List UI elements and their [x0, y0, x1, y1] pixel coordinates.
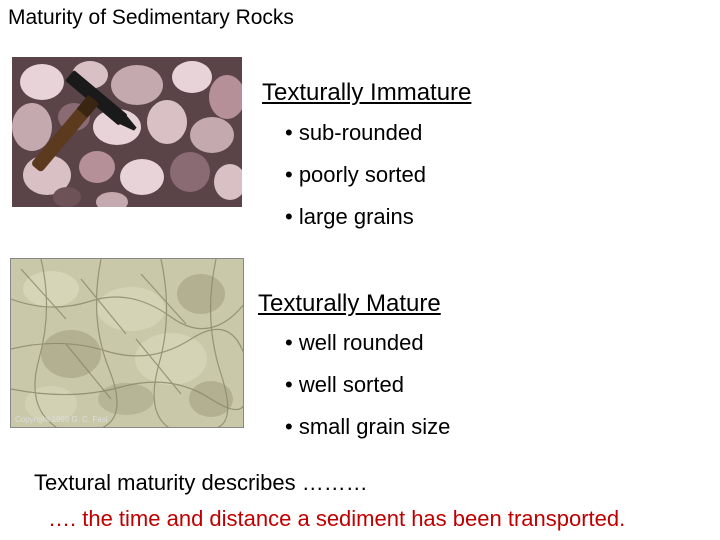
- bullet-small-grain-size: • small grain size: [285, 414, 450, 440]
- bullet-large-grains: • large grains: [285, 204, 426, 230]
- image-texturally-mature: Copyright 1999 G. C. Fasi: [10, 258, 244, 428]
- image-copyright: Copyright 1999 G. C. Fasi: [15, 415, 107, 424]
- conglomerate-illustration: [12, 57, 242, 207]
- bullet-poorly-sorted: • poorly sorted: [285, 162, 426, 188]
- image-texturally-immature: [12, 57, 242, 207]
- bullets-immature: • sub-rounded • poorly sorted • large gr…: [285, 120, 426, 246]
- heading-texturally-mature: Texturally Mature: [258, 290, 441, 318]
- footer-intro-text: Textural maturity describes ………: [34, 470, 368, 496]
- bullet-well-sorted: • well sorted: [285, 372, 450, 398]
- footer-answer-text: …. the time and distance a sediment has …: [48, 506, 625, 532]
- slide-title: Maturity of Sedimentary Rocks: [8, 6, 294, 30]
- bullet-sub-rounded: • sub-rounded: [285, 120, 426, 146]
- mature-rock-illustration: [11, 259, 244, 428]
- heading-texturally-immature: Texturally Immature: [262, 79, 471, 107]
- bullets-mature: • well rounded • well sorted • small gra…: [285, 330, 450, 456]
- bullet-well-rounded: • well rounded: [285, 330, 450, 356]
